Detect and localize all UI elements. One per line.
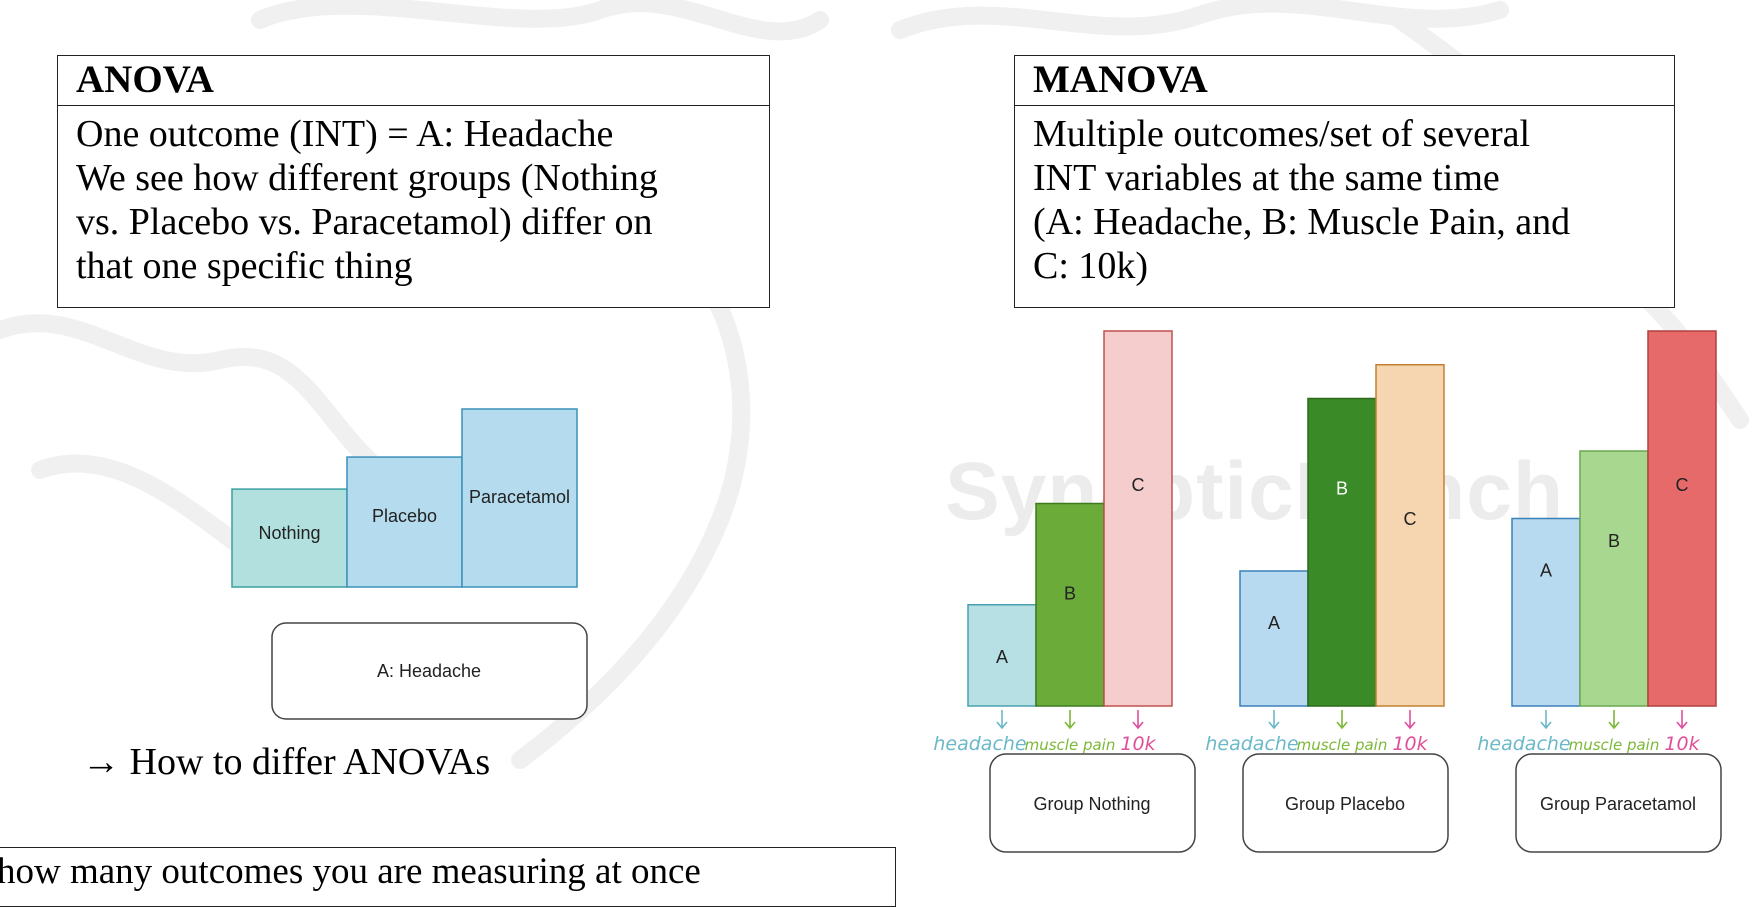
- bottom-note-box: how many outcomes you are measuring at o…: [0, 847, 896, 907]
- annotation-arrow-icon: [1608, 710, 1620, 730]
- manova-bar-label: B: [1064, 584, 1076, 604]
- manova-bar-label: C: [1132, 475, 1145, 495]
- group-label: Group Nothing: [1033, 794, 1150, 814]
- outcome-annotation: muscle pain: [1025, 736, 1116, 754]
- annotation-arrow-icon: [1336, 710, 1348, 730]
- outcome-annotation: headache: [1477, 733, 1570, 755]
- anova-outcome-label: A: Headache: [377, 661, 481, 681]
- anova-definition-box: ANOVA One outcome (INT) = A: Headache We…: [57, 55, 770, 308]
- outcome-annotation: 10k: [1664, 733, 1700, 755]
- manova-bar-a: [967, 604, 1037, 707]
- group-label: Group Placebo: [1285, 794, 1405, 814]
- anova-line: vs. Placebo vs. Paracetamol) differ on: [76, 201, 653, 243]
- group-box: [1515, 753, 1722, 853]
- manova-bar-label: A: [1540, 561, 1552, 581]
- manova-bar-label: C: [1404, 509, 1417, 529]
- anova-line: One outcome (INT) = A: Headache: [76, 113, 614, 155]
- manova-bar-c: [1375, 364, 1445, 707]
- annotation-arrow-icon: [1676, 710, 1688, 730]
- anova-bar-placebo: [346, 456, 463, 588]
- manova-bar-c: [1647, 330, 1717, 707]
- annotation-arrow-icon: [1132, 710, 1144, 730]
- manova-line: (A: Headache, B: Muscle Pain, and: [1033, 201, 1571, 243]
- arrow-note: → How to differ ANOVAs: [82, 741, 491, 783]
- outcome-annotation: 10k: [1392, 733, 1428, 755]
- manova-bar-b: [1307, 397, 1377, 707]
- manova-title: MANOVA: [1015, 56, 1674, 106]
- manova-bar-c: [1103, 330, 1173, 707]
- manova-bar-a: [1511, 517, 1581, 707]
- anova-line: that one specific thing: [76, 245, 413, 287]
- manova-bar-a: [1239, 570, 1309, 707]
- anova-bar-paracetamol: [461, 408, 578, 588]
- manova-bar-b: [1579, 450, 1649, 707]
- manova-description: Multiple outcomes/set of several INT var…: [1015, 106, 1674, 288]
- manova-bar-label: B: [1608, 531, 1620, 551]
- manova-bar-label: A: [996, 647, 1008, 667]
- anova-bar-label: Paracetamol: [469, 487, 570, 507]
- group-label: Group Paracetamol: [1540, 794, 1696, 814]
- anova-bar-label: Nothing: [258, 523, 320, 543]
- manova-line: C: 10k): [1033, 245, 1149, 287]
- anova-outcome-box: [271, 622, 588, 720]
- bottom-note: how many outcomes you are measuring at o…: [0, 851, 701, 892]
- manova-bar-b: [1035, 502, 1105, 707]
- outcome-annotation: muscle pain: [1297, 736, 1388, 754]
- anova-bar-label: Placebo: [372, 506, 437, 526]
- manova-line: Multiple outcomes/set of several: [1033, 113, 1531, 155]
- outcome-annotation: muscle pain: [1569, 736, 1660, 754]
- manova-bar-label: A: [1268, 613, 1280, 633]
- anova-description: One outcome (INT) = A: Headache We see h…: [58, 106, 769, 288]
- annotation-arrow-icon: [996, 710, 1008, 730]
- anova-diagram: Nothing Placebo Paracetamol A: Headache: [231, 408, 588, 720]
- manova-bar-label: B: [1336, 479, 1348, 499]
- annotation-arrow-icon: [1404, 710, 1416, 730]
- outcome-annotation: headache: [1205, 733, 1298, 755]
- annotation-arrow-icon: [1268, 710, 1280, 730]
- group-box: [989, 753, 1196, 853]
- outcome-annotation: headache: [933, 733, 1026, 755]
- anova-line: We see how different groups (Nothing: [76, 157, 658, 199]
- group-box: [1242, 753, 1449, 853]
- outcome-annotation: 10k: [1120, 733, 1156, 755]
- annotation-arrow-icon: [1540, 710, 1552, 730]
- manova-line: INT variables at the same time: [1033, 157, 1500, 199]
- manova-bar-label: C: [1676, 475, 1689, 495]
- annotation-arrow-icon: [1064, 710, 1076, 730]
- anova-title: ANOVA: [58, 56, 769, 106]
- manova-definition-box: MANOVA Multiple outcomes/set of several …: [1014, 55, 1675, 308]
